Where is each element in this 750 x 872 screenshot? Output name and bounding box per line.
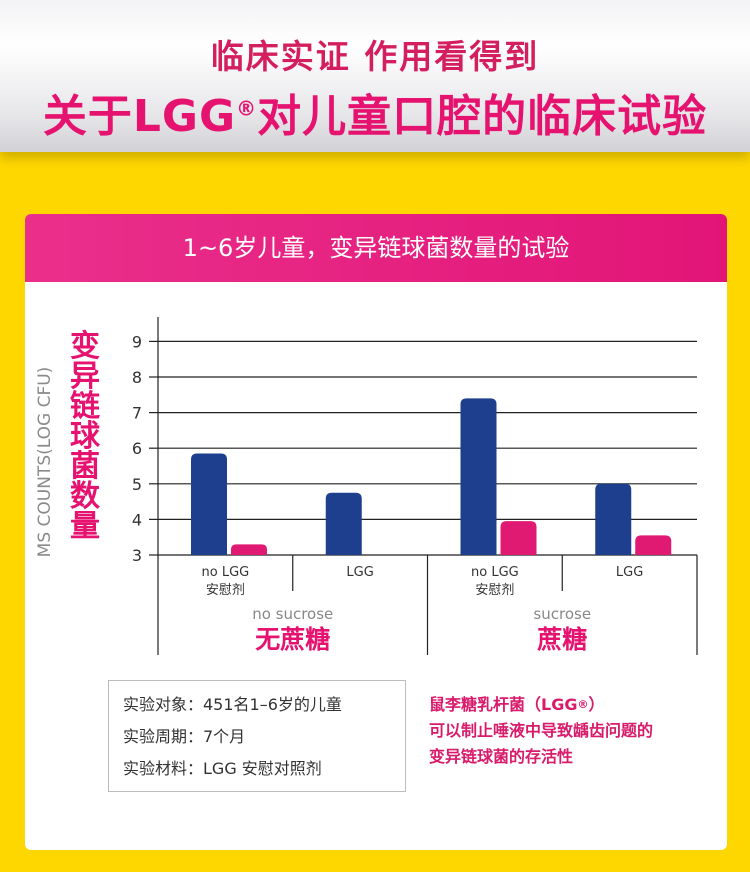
group-label-en: no sucrose [252,605,333,623]
group-label-en: sucrose [533,605,591,623]
registered-mark: ® [236,96,258,121]
title-part-1: 关于LGG [42,91,237,142]
note-line-2: 可以制止唾液中导致龋齿问题的 [429,721,654,740]
bar-blue [325,492,362,555]
note-line-3: 变异链球菌的存活性 [429,747,574,766]
category-sublabel: 安慰剂 [206,583,245,598]
category-label: no LGG [471,565,519,580]
y-axis-label-char: 菌 [70,449,100,484]
header-band: 临床实证 作用看得到 关于LGG®对儿童口腔的临床试验 [0,0,750,152]
trial-card: 1~6岁儿童，变异链球菌数量的试验 变异链球菌数量 MS COUNTS(LOG … [25,214,727,850]
y-axis-label-char: 量 [70,509,100,544]
y-tick-label: 8 [132,368,142,387]
y-axis-label-char: 变 [70,329,100,364]
experiment-info-box: 实验对象：451名1–6岁的儿童 实验周期：7个月 实验材料：LGG 安慰对照剂 [108,680,406,792]
y-axis-label-char: 球 [70,419,100,454]
group-label-cn: 无蔗糖 [255,625,330,654]
category-label: LGG [616,565,643,580]
bar-pink [231,544,267,555]
info-row-materials: 实验材料：LGG 安慰对照剂 [123,759,322,778]
title-part-2: 对儿童口腔的临床试验 [257,91,708,142]
note-line-1-end: ） [588,695,605,714]
y-axis-label-char: 数 [70,479,100,514]
bar-pink [635,535,672,555]
bar-blue [460,398,497,555]
y-tick-label: 3 [132,546,142,565]
y-tick-label: 7 [132,404,142,423]
group-label-cn: 蔗糖 [537,625,587,654]
bar-blue [191,453,227,555]
bar-chart: 3 4 5 6 7 8 9 no LGG 安慰剂 LGG no LGG 安慰剂 LGG no sucros… [132,317,698,655]
note-line-1-text: 鼠李糖乳杆菌（LGG [429,695,578,714]
category-label: LGG [346,565,373,580]
y-axis-label-char: 异 [70,359,100,394]
card-header: 1~6岁儿童，变异链球菌数量的试验 [25,214,727,282]
category-sublabel: 安慰剂 [475,583,514,598]
info-row-subjects: 实验对象：451名1–6岁的儿童 [123,695,342,714]
note-line-1: 鼠李糖乳杆菌（LGG®） [429,692,727,718]
category-label: no LGG [202,565,250,580]
y-tick-label: 5 [132,475,142,494]
page-subtitle: 临床实证 作用看得到 [210,37,540,76]
bar-blue [595,483,632,555]
y-tick-label: 9 [132,332,142,351]
lgg-note: 鼠李糖乳杆菌（LGG®） 可以制止唾液中导致龋齿问题的 变异链球菌的存活性 [429,692,727,770]
info-row-period: 实验周期：7个月 [123,727,246,746]
y-axis-label-char: 链 [70,389,100,424]
page-title: 关于LGG®对儿童口腔的临床试验 [0,80,750,144]
bar-pink [500,521,537,555]
y-tick-label: 6 [132,439,142,458]
y-tick-label: 4 [132,510,142,529]
y-axis-label-cn: 变异链球菌数量 [65,332,105,542]
note-registered-mark: ® [577,698,589,711]
